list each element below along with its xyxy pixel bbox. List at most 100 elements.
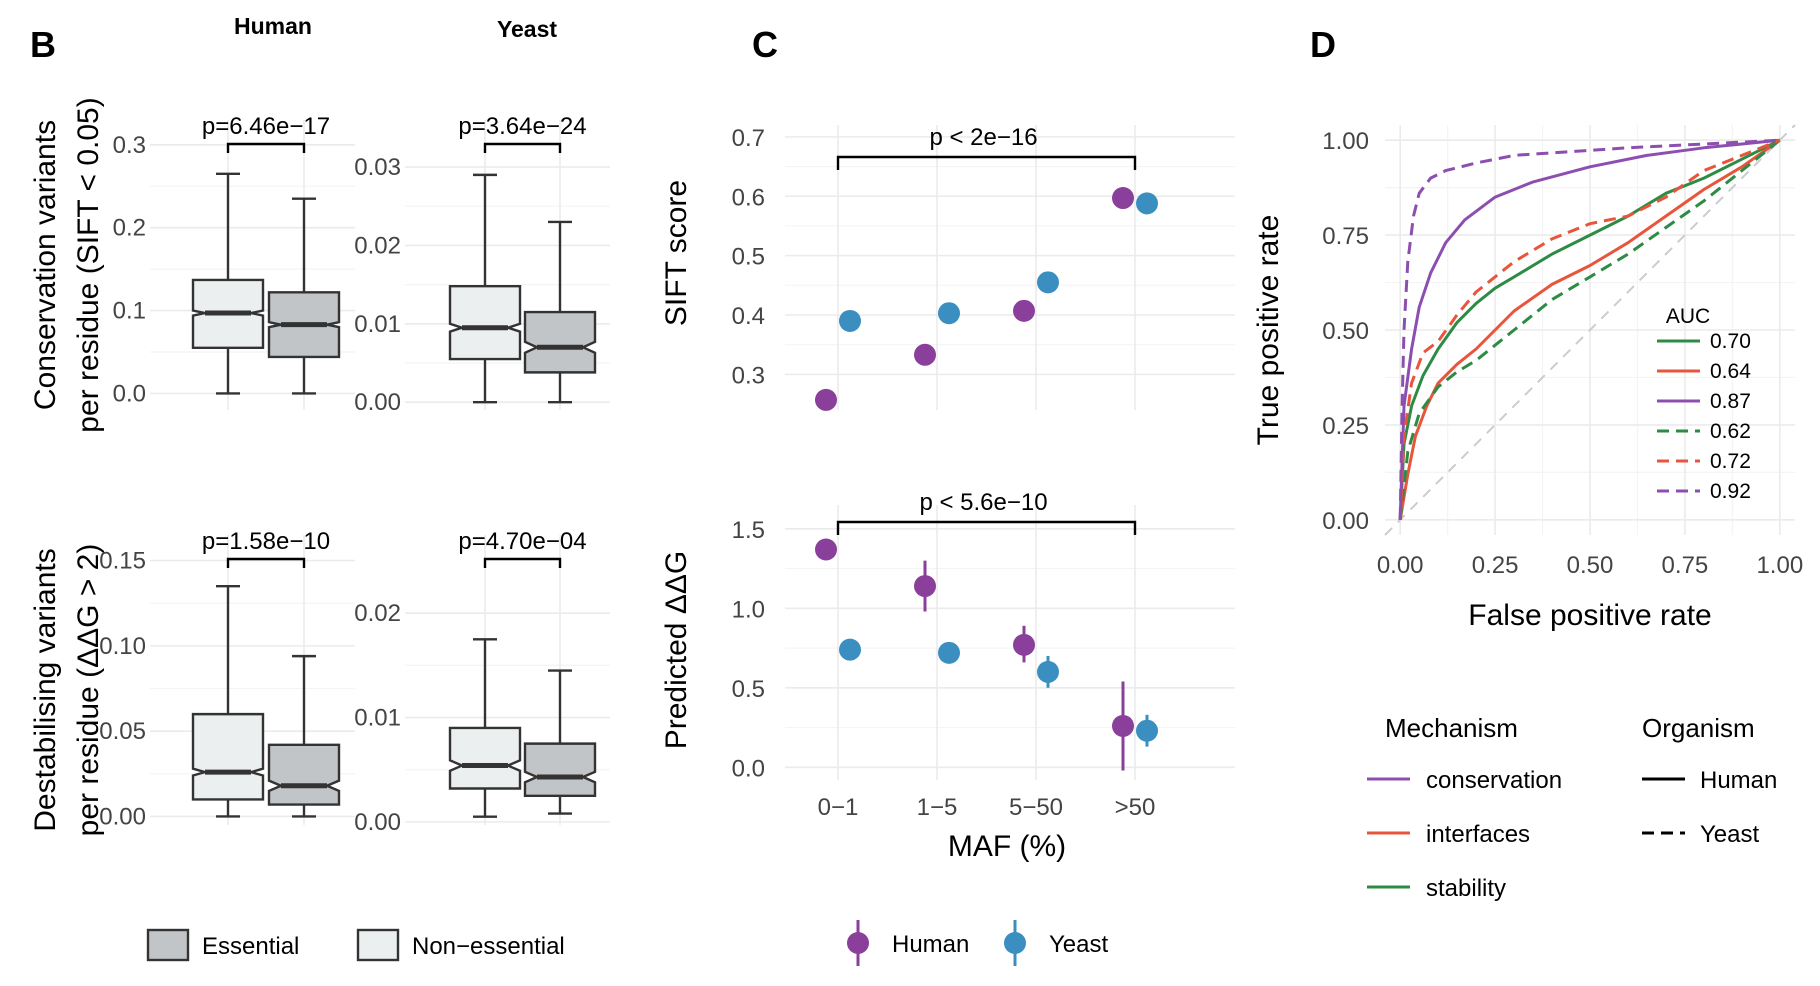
y-tick-label: 0.25: [1322, 413, 1369, 440]
mechanism-legend-title: Mechanism: [1385, 713, 1518, 743]
point-human: [914, 343, 936, 366]
y-axis-title: True positive rate: [1252, 215, 1285, 446]
roc-curve-interfaces-yeast: [1398, 138, 1781, 520]
point-human: [914, 575, 936, 598]
pvalue-label: p < 2e−16: [929, 124, 1037, 151]
pvalue-bracket: [483, 557, 562, 568]
box-essential: [267, 743, 341, 806]
box-plot-yeast-conservation: 0.00 0.01 0.02 0.03 p=3.64e−24: [354, 113, 610, 416]
legend-point-yeast: [1004, 932, 1026, 954]
y-tick-label: 0.15: [99, 548, 146, 575]
point-yeast: [839, 309, 861, 332]
y-tick-label: 0.01: [354, 311, 401, 338]
y-tick-label: 0.02: [354, 600, 401, 627]
x-tick-label: 1.00: [1756, 552, 1803, 579]
y-tick-label: 0.10: [99, 633, 146, 660]
panel-letter-d: D: [1310, 24, 1336, 65]
roc-curve-conservation-yeast: [1398, 138, 1780, 520]
x-tick-label: 0.75: [1662, 552, 1709, 579]
y-tick-label: 0.0: [113, 380, 146, 407]
b-bottom-ylabel-line2: per residue (ΔΔG > 2): [72, 544, 105, 837]
b-bottom-ylabel-line1: Destabilising variants: [29, 548, 62, 831]
organism-legend-label-yeast: Yeast: [1700, 821, 1760, 848]
organism-legend-label-human: Human: [1700, 767, 1777, 794]
y-tick-label: 0.3: [732, 362, 765, 389]
legend-nonessential: Non−essential: [356, 928, 565, 962]
pvalue-bracket: [226, 142, 306, 153]
legend-essential-swatch: [146, 928, 190, 962]
point-yeast: [938, 641, 960, 664]
diagonal-reference-line: [1384, 124, 1796, 536]
x-tick-label: 5−50: [1009, 794, 1063, 821]
pvalue-bracket: [226, 557, 306, 568]
legend-label-yeast: Yeast: [1049, 931, 1109, 958]
scatter-sift-score: 0.3 0.4 0.5 0.6 0.7 p < 2e−16: [732, 124, 1235, 411]
x-axis-title: False positive rate: [1468, 599, 1711, 632]
x-tick-label: >50: [1115, 794, 1156, 821]
x-tick-label: 0.00: [1377, 552, 1424, 579]
x-axis-title: MAF (%): [948, 830, 1066, 863]
y-tick-label: 0.00: [354, 389, 401, 416]
mechanism-legend-label-conservation: conservation: [1426, 767, 1562, 794]
y-tick-label: 0.75: [1322, 223, 1369, 250]
y-tick-label: 1.5: [732, 517, 765, 544]
c-bottom-ylabel: Predicted ΔΔG: [660, 551, 693, 750]
auc-legend-value: 0.64: [1710, 360, 1751, 383]
panel-letter-c: C: [752, 24, 778, 65]
roc-curve-stability-human: [1398, 138, 1781, 520]
box-nonessential: [191, 712, 265, 801]
y-tick-label: 0.03: [354, 154, 401, 181]
b-top-ylabel-line2: per residue (SIFT < 0.05): [72, 97, 105, 432]
y-tick-label: 0.0: [732, 755, 765, 782]
y-tick-label: 0.1: [113, 298, 146, 325]
y-tick-label: 0.7: [732, 125, 765, 152]
y-tick-label: 0.2: [113, 215, 146, 242]
organism-legend-title: Organism: [1642, 713, 1755, 743]
pvalue-label: p=3.64e−24: [458, 113, 586, 140]
pvalue-bracket: [483, 142, 562, 153]
box-essential: [523, 310, 597, 374]
y-tick-label: 0.02: [354, 232, 401, 259]
pvalue-bracket: [836, 155, 1137, 170]
point-yeast: [938, 302, 960, 325]
point-human: [1112, 714, 1134, 737]
x-tick-label: 1−5: [917, 794, 958, 821]
mechanism-legend-label-stability: stability: [1426, 875, 1506, 902]
pvalue-label: p=6.46e−17: [202, 113, 330, 140]
x-tick-label: 0−1: [818, 794, 859, 821]
legend-label-human: Human: [892, 931, 969, 958]
point-yeast: [1136, 192, 1158, 215]
box-plot-human-conservation: 0.0 0.1 0.2 0.3 p=6.46e−17: [113, 113, 355, 410]
c-top-ylabel: SIFT score: [660, 180, 693, 326]
box-plot-human-destabilising: 0.00 0.05 0.10 0.15 p=1.58e−10: [99, 528, 355, 830]
pvalue-label: p < 5.6e−10: [919, 489, 1047, 516]
y-tick-label: 0.05: [99, 718, 146, 745]
pvalue-bracket: [836, 520, 1137, 535]
x-tick-label: 0.25: [1472, 552, 1519, 579]
auc-legend-value: 0.87: [1710, 390, 1751, 413]
strip-yeast: Yeast: [497, 16, 557, 42]
auc-legend-value: 0.62: [1710, 420, 1751, 443]
y-tick-label: 0.00: [99, 803, 146, 830]
auc-legend-value: 0.72: [1710, 450, 1751, 473]
y-tick-label: 0.5: [732, 244, 765, 271]
y-tick-label: 0.4: [732, 303, 765, 330]
box-nonessential: [448, 284, 522, 361]
legend-organism-points: Human Yeast: [847, 920, 1109, 966]
point-human: [1013, 299, 1035, 322]
pvalue-label: p=4.70e−04: [458, 528, 586, 555]
legend-nonessential-swatch: [356, 928, 400, 962]
roc-plot: 0.00 0.00 0.25 0.25 0.50 0.50 0.75 0.75 1.00 1.00…: [1252, 124, 1803, 632]
point-human: [815, 388, 837, 411]
y-tick-label: 0.6: [732, 184, 765, 211]
point-yeast: [1037, 660, 1059, 683]
legend-point-human: [847, 932, 869, 954]
legend-essential-label: Essential: [202, 933, 299, 960]
y-tick-label: 0.00: [1322, 508, 1369, 535]
panel-letter-b: B: [30, 24, 56, 65]
legend-nonessential-label: Non−essential: [412, 933, 565, 960]
b-top-ylabel-line1: Conservation variants: [29, 120, 62, 410]
y-tick-label: 0.00: [354, 809, 401, 836]
point-yeast: [1037, 271, 1059, 294]
